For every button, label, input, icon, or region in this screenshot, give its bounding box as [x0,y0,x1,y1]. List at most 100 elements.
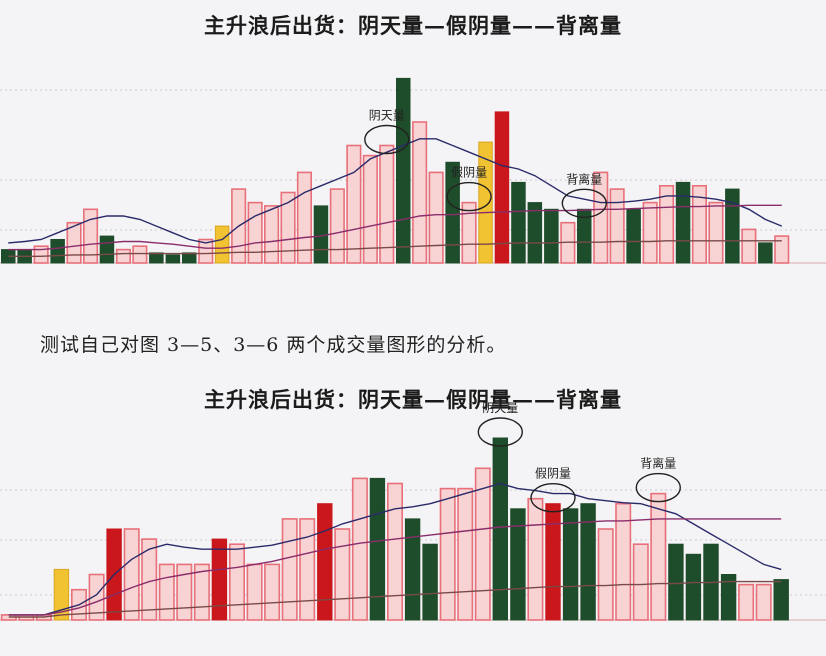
annotation-ellipse [530,482,576,513]
volume-bar [562,508,579,621]
volume-bar [494,111,510,264]
volume-bar [544,208,559,264]
volume-bar [668,543,684,621]
volume-bar [211,538,228,621]
volume-bar [510,508,526,621]
chart2-title: 主升浪后出货：阴天量—假阴量——背离量 [204,387,622,412]
volume-bar [317,503,333,621]
volume-bar [158,563,175,621]
volume-bar [691,185,708,264]
volume-bar [545,503,561,621]
volume-bar [675,181,691,264]
volume-bar [386,482,403,621]
volume-bar [329,188,345,264]
volume-bar [580,503,596,621]
volume-bar [741,228,757,264]
annotation-ellipse [446,181,492,212]
volume-bar [379,144,395,264]
volume-bar [457,487,474,621]
volume-bar [299,518,316,621]
volume-bar [658,185,675,264]
volume-bar [264,563,281,621]
volume-bar [685,553,702,621]
volume-bar [642,201,658,264]
volume-bar [478,141,493,264]
volume-bar [182,252,197,264]
volume-bar [346,144,362,264]
volume-bar [141,538,158,621]
volume-bar [247,201,263,264]
volume-bar [412,121,428,264]
volume-bar [474,467,491,621]
annotation-label: 假阴量 [451,166,487,180]
volume-bar [176,563,193,621]
volume-bar [263,205,280,264]
annotation-label: 阴天量 [482,401,518,415]
volume-bar [66,221,82,264]
volume-bar [165,254,181,264]
moving-average-line-purple [8,518,782,616]
volume-bar [123,528,140,621]
volume-bar [738,583,755,621]
volume-bar [511,181,526,264]
annotation-label: 背离量 [640,456,676,471]
volume-bar [88,573,105,621]
volume-bar [461,201,477,264]
volume-bar [492,437,509,621]
annotation-label: 阴天量 [369,109,405,123]
volume-bar [246,563,263,621]
volume-bar [396,77,411,264]
caption-text: 测试自己对图 3—5、3—6 两个成交量图形的分析。 [40,334,507,356]
volume-bar [229,543,246,621]
volume-bar [708,201,724,264]
volume-bar [650,492,667,621]
volume-bar [404,518,421,621]
volume-bar [50,239,65,264]
annotation-ellipse [635,472,681,503]
volume-bar [720,574,737,621]
volume-bar [626,208,641,264]
annotation-ellipse [477,417,523,447]
volume-bar [198,238,214,264]
volume-bar [280,191,296,264]
volume-bar [593,171,609,264]
volume-bar [33,245,49,264]
volume-bar [439,487,456,621]
volume-bar [615,502,632,621]
chart1-title: 主升浪后出货：阴天量—假阴量——背离量 [204,13,622,38]
volume-bar [597,528,614,621]
volume-bar [755,583,772,621]
volume-bar [609,188,625,264]
volume-bar [632,543,649,621]
volume-bar [527,202,543,264]
volume-bar [422,543,438,621]
annotation-ellipse [364,124,410,155]
moving-average-line-dark [8,482,782,616]
volume-bar [773,579,789,621]
volume-bar [445,161,460,264]
volume-bar [281,518,298,621]
volume-bar [149,252,164,264]
volume-bar [774,235,790,264]
volume-bar [428,171,444,264]
annotation-label: 假阴量 [535,467,571,481]
volume-bar [351,477,368,621]
annotation-ellipse [561,188,607,219]
volume-bar [527,497,544,621]
volume-bar [577,208,592,264]
moving-average-line-brown [8,580,782,618]
volume-bar [369,477,386,621]
volume-bar [83,208,99,264]
volume-bar [99,235,115,264]
volume-bar [115,248,131,264]
volume-bar [132,245,148,264]
volume-bar [362,154,378,264]
volume-bar [53,568,70,621]
volume-bar [725,188,740,264]
volume-bar [214,225,230,264]
moving-average-line-dark [8,138,783,244]
annotation-label: 背离量 [566,171,602,186]
volume-bar [758,242,773,264]
